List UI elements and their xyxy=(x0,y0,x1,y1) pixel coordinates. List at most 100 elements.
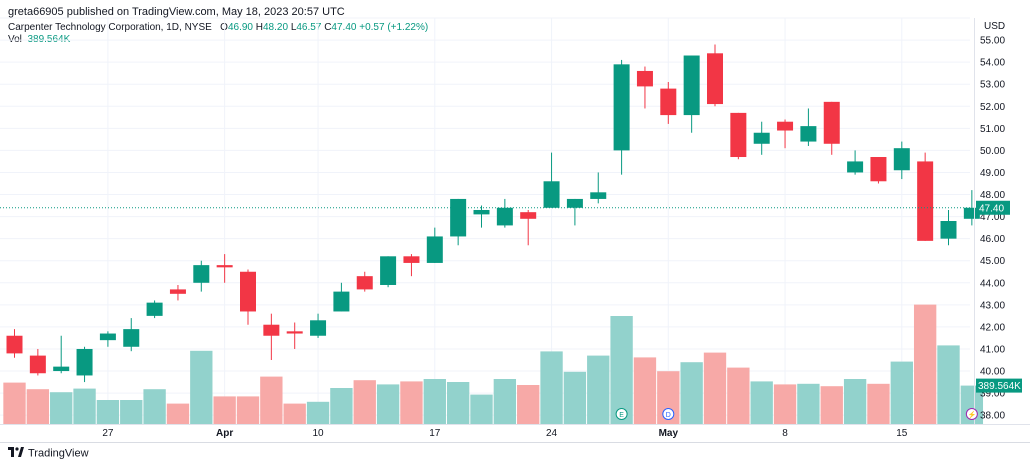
dividend-marker-icon-glyph: D xyxy=(666,412,671,419)
last-price-label: 47.40 xyxy=(979,203,1004,214)
low-label: L xyxy=(290,22,297,33)
earnings-marker-icon-glyph: E xyxy=(619,412,624,419)
x-tick-label: 15 xyxy=(896,428,908,439)
high-label: H xyxy=(255,22,263,33)
x-tick-label: 17 xyxy=(429,428,441,439)
volume-bar xyxy=(890,361,913,424)
volume-label: Vol xyxy=(8,34,22,45)
candle-body xyxy=(917,161,934,241)
y-tick-label: 54.00 xyxy=(980,58,1005,69)
x-tick-label: 24 xyxy=(546,428,558,439)
y-tick-label: 50.00 xyxy=(980,146,1005,157)
volume-bar xyxy=(423,379,446,424)
candle-body xyxy=(683,55,700,116)
volume-bar xyxy=(26,389,50,424)
candle-body xyxy=(193,265,210,283)
volume-bar xyxy=(283,403,306,424)
volume-bar xyxy=(120,400,143,424)
volume-bar xyxy=(937,345,960,424)
volume-bar xyxy=(260,376,283,424)
candle-body xyxy=(403,256,420,263)
candle-body xyxy=(53,366,70,372)
volume-bar xyxy=(843,379,867,424)
candle-body xyxy=(146,302,163,316)
volume-bar xyxy=(376,384,400,424)
volume-bar xyxy=(236,396,260,424)
candle-body xyxy=(263,324,280,336)
tradingview-logo-icon xyxy=(8,447,24,460)
volume-bar xyxy=(703,352,727,424)
candle-body xyxy=(496,207,513,226)
y-tick-label: 51.00 xyxy=(980,124,1005,135)
candle-body xyxy=(169,289,186,294)
volume-bar xyxy=(213,396,236,424)
volume-bar xyxy=(657,371,680,424)
brand-label: TradingView xyxy=(28,447,89,460)
split-event-marker-icon xyxy=(965,408,978,420)
volume-bar xyxy=(680,362,703,424)
volume-bar xyxy=(73,388,96,424)
volume-bar xyxy=(563,371,587,424)
volume-bar xyxy=(50,392,73,424)
volume-bar xyxy=(517,385,540,424)
earnings-marker-icon xyxy=(615,408,628,420)
x-tick-label: Apr xyxy=(216,428,233,439)
candle-body xyxy=(286,331,303,334)
y-tick-label: 41.00 xyxy=(980,344,1005,355)
volume-bar xyxy=(400,381,423,424)
candle-body xyxy=(963,207,980,219)
y-tick-label: 48.00 xyxy=(980,190,1005,201)
candle-body xyxy=(450,198,467,237)
candle-body xyxy=(800,126,817,142)
change-value: +0.57 (+1.22%) xyxy=(359,22,429,33)
volume-bar xyxy=(493,379,517,424)
y-tick-label: 44.00 xyxy=(980,278,1005,289)
candle-body xyxy=(823,101,840,144)
candle-body xyxy=(636,70,653,87)
volume-bar xyxy=(797,383,820,424)
volume-bar xyxy=(750,381,773,424)
candle-body xyxy=(76,348,93,376)
candle-body xyxy=(356,276,373,290)
x-tick-label: 10 xyxy=(312,428,324,439)
y-tick-label: 38.00 xyxy=(980,411,1005,422)
y-tick-label: 47.00 xyxy=(980,212,1005,223)
currency-label: USD xyxy=(984,21,1005,32)
candle-body xyxy=(613,64,630,151)
candle-body xyxy=(753,132,770,144)
volume-bar xyxy=(913,304,937,424)
price-chart[interactable]: 38.00 39.00 40.00 41.00 42.00 43.00 44.00 45.00… xyxy=(0,0,1030,442)
volume-legend: Vol 389.564K xyxy=(8,34,70,45)
volume-bar xyxy=(190,350,213,424)
footer-bar: TradingView xyxy=(0,442,1030,465)
volume-bar xyxy=(867,383,890,424)
candle-body xyxy=(870,157,887,182)
candle-body xyxy=(99,333,116,341)
volume-bar xyxy=(727,367,750,424)
volume-value: 389.564K xyxy=(27,34,71,45)
high-value: 48.20 xyxy=(263,22,289,33)
y-tick-label: 46.00 xyxy=(980,234,1005,245)
y-tick-label: 55.00 xyxy=(980,36,1005,47)
y-tick-label: 53.00 xyxy=(980,80,1005,91)
close-value: 47.40 xyxy=(331,22,357,33)
volume-bar xyxy=(3,382,26,424)
candle-body xyxy=(660,88,677,116)
volume-bar xyxy=(143,389,166,424)
candle-body xyxy=(123,329,140,347)
volume-bar xyxy=(773,384,797,424)
open-label: O xyxy=(220,22,228,33)
volume-tag-label: 389.564K xyxy=(978,381,1021,392)
volume-bar xyxy=(446,382,470,424)
y-tick-label: 49.00 xyxy=(980,168,1005,179)
candle-body xyxy=(730,112,747,158)
y-tick-label: 42.00 xyxy=(980,322,1005,333)
candle-body xyxy=(6,335,23,354)
volume-bar xyxy=(330,388,353,424)
candle-body xyxy=(590,192,607,199)
candle-body xyxy=(707,53,723,105)
volume-bar xyxy=(587,355,610,424)
candle-body xyxy=(940,221,957,239)
candle-body xyxy=(333,291,350,312)
x-tick-label: 27 xyxy=(102,428,114,439)
